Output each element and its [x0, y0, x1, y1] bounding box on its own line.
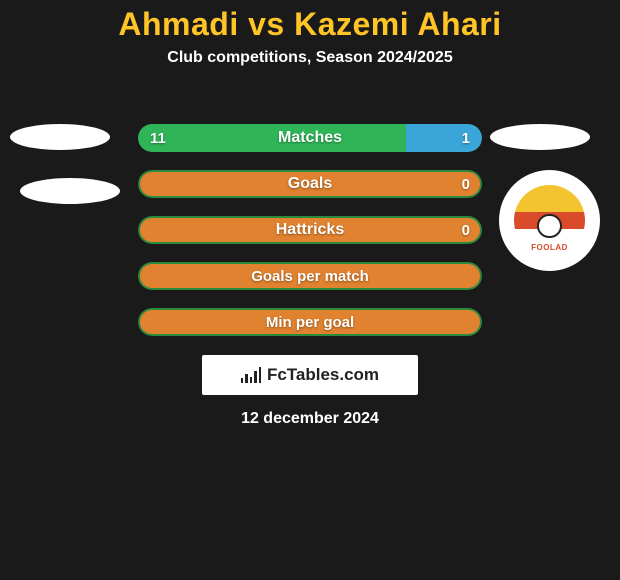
stat-bar: Matches111	[138, 124, 482, 152]
page-title: Ahmadi vs Kazemi Ahari	[0, 0, 620, 43]
stat-bar: Hattricks0	[138, 216, 482, 244]
stat-value-right: 0	[462, 170, 470, 198]
player-left-badge-2	[20, 178, 120, 204]
crest-icon: FOOLAD	[514, 185, 585, 256]
stat-label: Matches	[138, 124, 482, 152]
date-label: 12 december 2024	[0, 410, 620, 428]
subtitle: Club competitions, Season 2024/2025	[0, 49, 620, 67]
stat-value-right: 0	[462, 216, 470, 244]
player-left-badge-1	[10, 124, 110, 150]
stat-bar: Goals0	[138, 170, 482, 198]
stat-label: Goals	[138, 170, 482, 198]
stat-bar: Min per goal	[138, 308, 482, 336]
chart-icon	[241, 367, 261, 383]
club-crest: FOOLAD	[499, 170, 600, 271]
crest-label: FOOLAD	[514, 243, 585, 252]
site-logo: FcTables.com	[202, 355, 418, 395]
stat-bar: Goals per match	[138, 262, 482, 290]
stat-label: Min per goal	[138, 308, 482, 336]
stat-value-right: 1	[462, 124, 470, 152]
stat-value-left: 11	[150, 124, 166, 152]
stat-label: Goals per match	[138, 262, 482, 290]
logo-text: FcTables.com	[267, 365, 379, 385]
player-right-badge-1	[490, 124, 590, 150]
comparison-bars: Matches111Goals0Hattricks0Goals per matc…	[138, 124, 482, 354]
stat-label: Hattricks	[138, 216, 482, 244]
ball-icon	[537, 214, 561, 238]
